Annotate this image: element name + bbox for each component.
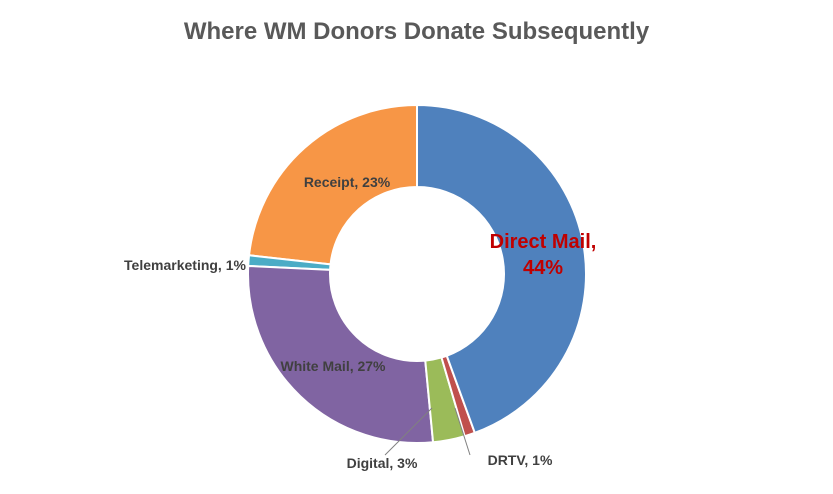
data-label: Receipt, 23%	[303, 174, 391, 190]
data-label: Direct Mail, 44%	[489, 231, 597, 279]
leader-line	[454, 407, 471, 456]
donut-slice	[416, 103, 587, 435]
data-label: Telemarketing, 1%	[124, 257, 246, 273]
donut-slice	[247, 264, 435, 444]
donut-slice	[247, 103, 418, 266]
leader-line	[384, 407, 433, 456]
chart-title: Where WM Donors Donate Subsequently	[183, 18, 650, 45]
donut-slice	[424, 356, 466, 444]
data-label: White Mail, 27%	[280, 358, 386, 374]
data-label: Digital, 3%	[346, 455, 418, 471]
data-label: DRTV, 1%	[487, 452, 553, 468]
